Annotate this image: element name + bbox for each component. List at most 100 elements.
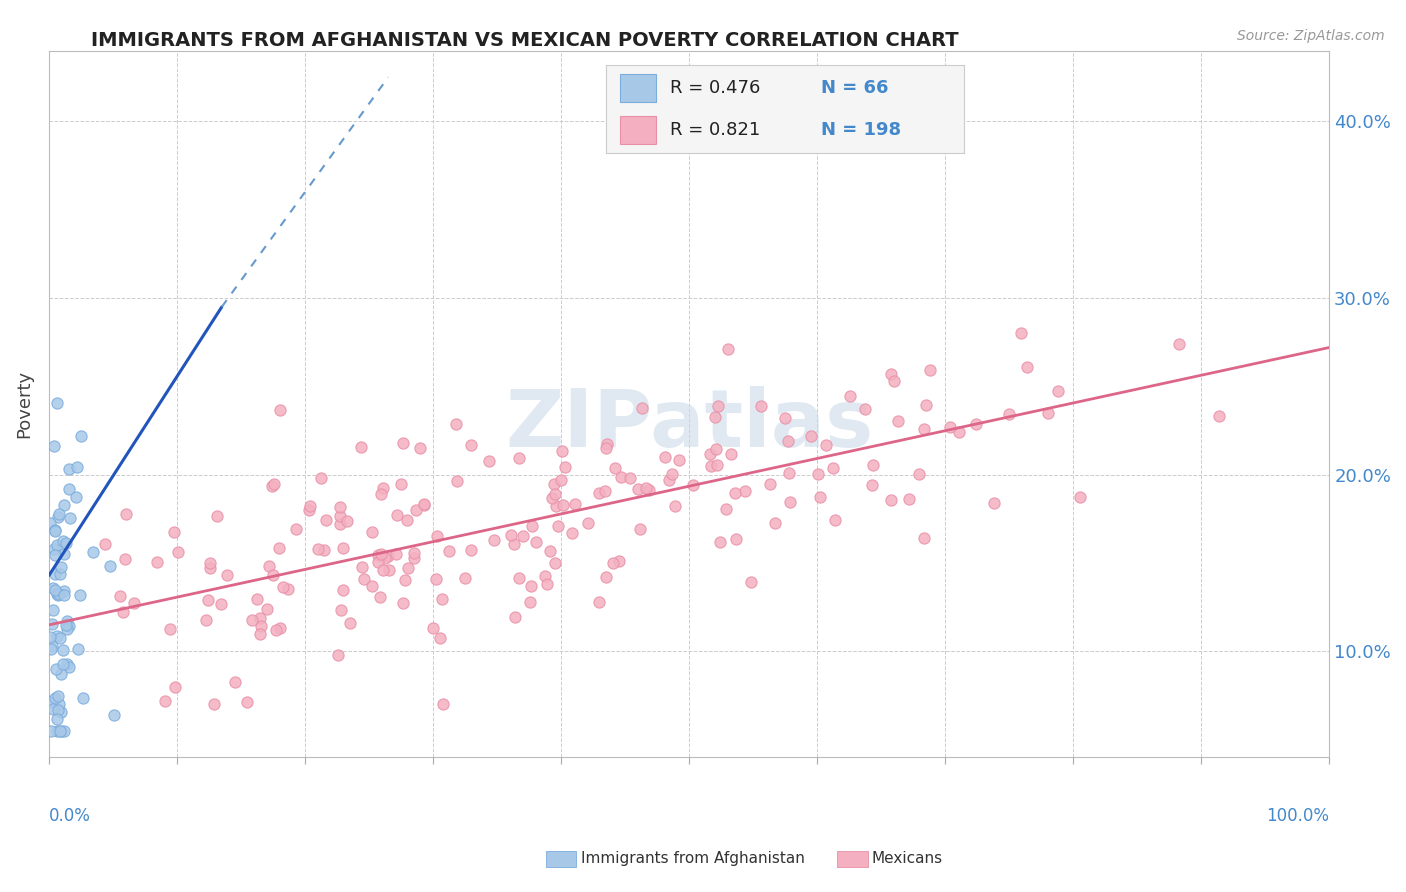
Point <box>596 437 619 451</box>
Point <box>446 474 468 488</box>
Point <box>49 666 72 681</box>
Point <box>249 626 271 640</box>
Point <box>700 458 723 473</box>
Point <box>499 528 522 542</box>
Point <box>367 548 389 562</box>
Point <box>412 498 434 512</box>
Point <box>384 547 406 561</box>
Point <box>536 577 558 591</box>
Point <box>44 439 66 453</box>
Point <box>67 641 90 656</box>
Point <box>564 498 586 512</box>
Point <box>49 723 72 738</box>
Point <box>912 422 935 436</box>
Point <box>387 508 409 522</box>
Point <box>55 618 77 632</box>
Point <box>544 487 567 501</box>
Point <box>58 660 80 674</box>
Point <box>658 474 681 488</box>
Point <box>704 410 727 425</box>
Point <box>628 522 651 536</box>
Point <box>42 581 65 595</box>
Point <box>263 477 285 491</box>
Point <box>332 541 354 556</box>
Point <box>48 631 70 645</box>
Point <box>52 723 75 738</box>
Point <box>46 510 69 524</box>
Point <box>544 556 567 570</box>
Point <box>502 537 524 551</box>
Point <box>595 484 617 499</box>
Point <box>82 545 104 559</box>
Point <box>503 610 526 624</box>
Point <box>336 514 359 528</box>
Point <box>699 447 721 461</box>
Point <box>374 551 396 566</box>
Point <box>553 498 575 512</box>
Point <box>426 529 449 543</box>
Point <box>55 614 77 628</box>
Point <box>664 499 686 513</box>
Point <box>56 657 79 671</box>
Point <box>46 629 69 643</box>
Point <box>200 561 222 575</box>
Point <box>46 539 69 553</box>
Point <box>44 523 66 537</box>
Point <box>42 702 65 716</box>
Point <box>370 487 392 501</box>
Point <box>519 595 541 609</box>
Point <box>98 559 121 574</box>
Point <box>373 563 395 577</box>
Point <box>704 442 727 457</box>
Point <box>202 698 225 712</box>
Point <box>53 547 76 561</box>
Point <box>720 446 742 460</box>
Point <box>998 407 1021 421</box>
Point <box>778 434 800 448</box>
Point <box>209 597 232 611</box>
Point <box>661 467 683 482</box>
Point <box>103 707 125 722</box>
Point <box>194 613 217 627</box>
Point <box>920 363 942 377</box>
Point <box>898 491 921 506</box>
Text: 0.0%: 0.0% <box>49 807 91 825</box>
Point <box>860 478 883 492</box>
Point <box>396 561 419 575</box>
Point <box>159 622 181 636</box>
Point <box>460 438 482 452</box>
Point <box>271 580 294 594</box>
Point <box>315 513 337 527</box>
Point <box>778 466 800 480</box>
Point <box>862 458 884 473</box>
Point <box>605 461 627 475</box>
Point <box>773 410 796 425</box>
Point <box>48 587 70 601</box>
Point <box>49 566 72 581</box>
Point <box>392 436 415 450</box>
Point <box>39 641 62 656</box>
Point <box>425 572 447 586</box>
Point <box>740 574 762 589</box>
Point <box>329 603 352 617</box>
Point <box>853 402 876 417</box>
Text: ZIPatlas: ZIPatlas <box>505 386 873 464</box>
Point <box>551 444 574 458</box>
Point <box>332 582 354 597</box>
Point <box>538 544 561 558</box>
Point <box>66 459 89 474</box>
Point <box>205 509 228 524</box>
Point <box>368 590 391 604</box>
Point <box>717 342 740 356</box>
Point <box>588 595 610 609</box>
Point <box>58 619 80 633</box>
Point <box>298 499 321 513</box>
Y-axis label: Poverty: Poverty <box>15 370 32 438</box>
Point <box>48 508 70 522</box>
Text: Immigrants from Afghanistan: Immigrants from Afghanistan <box>581 852 804 866</box>
Point <box>627 482 650 496</box>
Point <box>329 517 352 532</box>
Point <box>352 559 374 574</box>
Point <box>429 631 451 645</box>
Point <box>339 615 361 630</box>
